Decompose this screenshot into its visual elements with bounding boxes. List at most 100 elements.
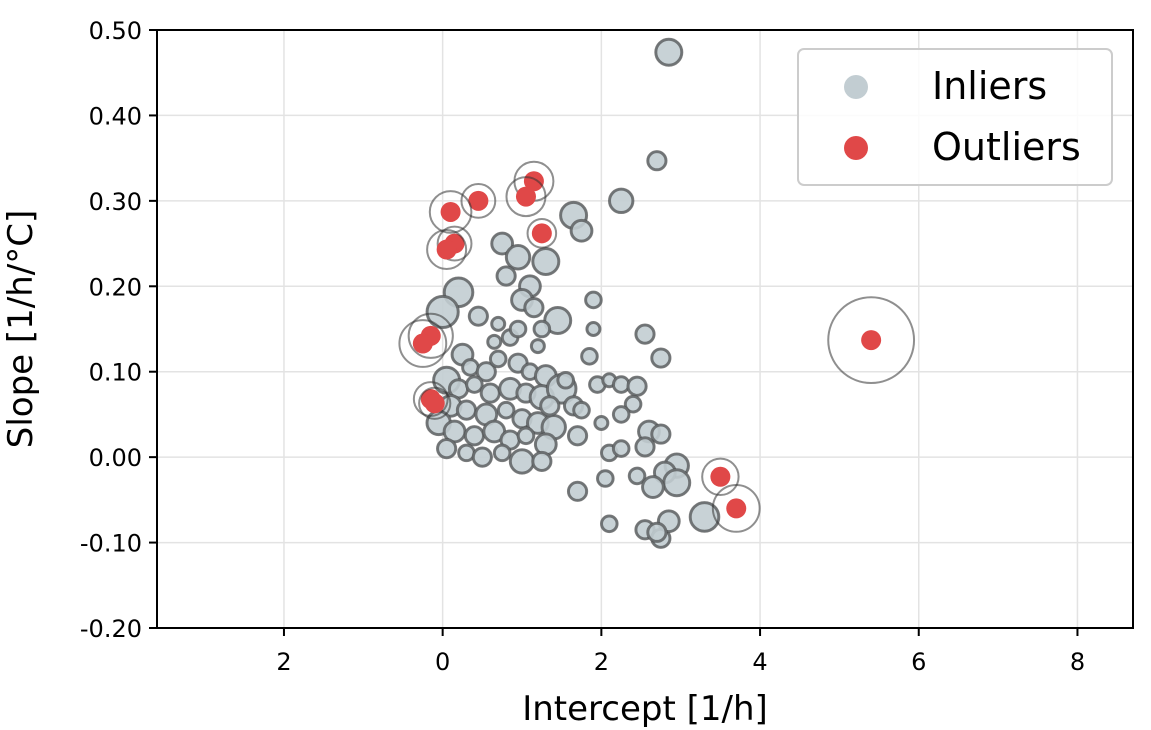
legend-marker-inliers [844,75,868,99]
inlier-ring [634,436,656,458]
outlier-ring [505,176,547,218]
x-tick-label: 2 [594,648,609,676]
outlier-core [425,393,445,413]
inlier-point [569,218,594,243]
inlier-ring [580,347,599,366]
inlier-point [486,333,503,350]
inlier-dot [634,436,656,457]
inlier-point [492,443,512,463]
inlier-dot [650,423,671,445]
inlier-dot [443,420,466,443]
outlier-core [516,187,536,207]
outlier-point [418,386,452,420]
outlier-core [468,191,488,211]
outlier-core [710,467,730,487]
outlier-point [827,296,916,385]
inlier-point [650,347,672,369]
inlier-ring [465,375,484,394]
inlier-point [539,395,561,417]
inlier-dot [509,448,535,475]
inlier-point [455,399,478,421]
inlier-point [496,400,516,420]
y-tick-label: 0.20 [89,273,142,301]
inlier-point [623,394,643,414]
outlier-point [426,229,468,271]
inlier-ring [532,319,552,339]
inlier-point [626,375,648,397]
outlier-ring [428,190,473,234]
inlier-dot [489,350,508,368]
inlier-ring [569,218,594,243]
y-tick-label: 0.50 [89,17,142,45]
inlier-dot [567,425,588,446]
inlier-dot [448,378,469,399]
outlier-ring [711,484,761,533]
inlier-ring [516,426,536,446]
inlier-point [646,150,668,172]
x-tick-label: 8 [1070,648,1085,676]
outlier-point [526,218,558,249]
inlier-point [463,425,485,447]
inlier-point [508,448,536,475]
inlier-ring [486,333,503,350]
inlier-ring [492,443,512,463]
inlier-point [650,423,672,445]
inlier-ring [496,400,516,420]
inlier-ring [634,323,656,345]
inlier-dot [476,361,497,382]
inlier-dot [662,468,691,497]
outlier-ring [460,182,497,219]
y-tick-label: -0.20 [80,615,142,643]
inlier-point [566,425,589,447]
x-tick-label: 4 [752,648,767,676]
inlier-point [531,450,553,473]
inlier-ring [611,405,631,424]
inlier-ring [596,469,615,488]
inlier-point [641,475,665,499]
x-tick-label: 2 [276,648,291,676]
inlier-point [490,315,507,332]
inlier-ring [529,338,546,355]
y-tick-label: 0.40 [89,102,142,130]
inlier-dot [612,439,630,458]
inlier-point [607,187,635,215]
inlier-point [593,414,610,431]
inlier-dot [531,451,552,472]
inlier-point [425,294,460,330]
inlier-ring [611,439,631,458]
inlier-dot [464,425,485,446]
inlier-point [627,466,647,486]
inlier-dot [600,514,619,533]
inlier-ring [490,315,507,332]
inlier-dot [570,219,593,243]
inlier-dot [505,244,531,270]
inlier-dot [641,475,665,499]
inlier-dot [650,347,671,369]
y-axis-title: Slope [1/h/°C] [1,210,41,449]
inlier-dot [465,375,484,394]
y-tick-label: -0.10 [80,530,142,558]
axes [156,29,1134,629]
inlier-point [488,349,508,369]
y-tick-label: 0.00 [89,444,142,472]
inlier-point [572,400,591,420]
inlier-point [471,446,493,468]
outlier-core [726,498,746,518]
inlier-dot [461,358,480,377]
inlier-ring [539,395,561,417]
inlier-ring [646,150,668,172]
inlier-ring [650,347,672,369]
inlier-dot [654,38,683,67]
inlier-point [556,370,575,390]
legend-label-inliers: Inliers [932,64,1047,108]
inlier-point [662,468,692,498]
outlier-point [398,319,448,368]
outlier-point [460,182,497,219]
inlier-ring [584,290,603,310]
inlier-point [436,438,458,460]
inlier-dot [493,444,511,462]
inlier-point [467,305,489,327]
inlier-ring [688,501,721,533]
y-tick-label: 0.10 [89,359,142,387]
